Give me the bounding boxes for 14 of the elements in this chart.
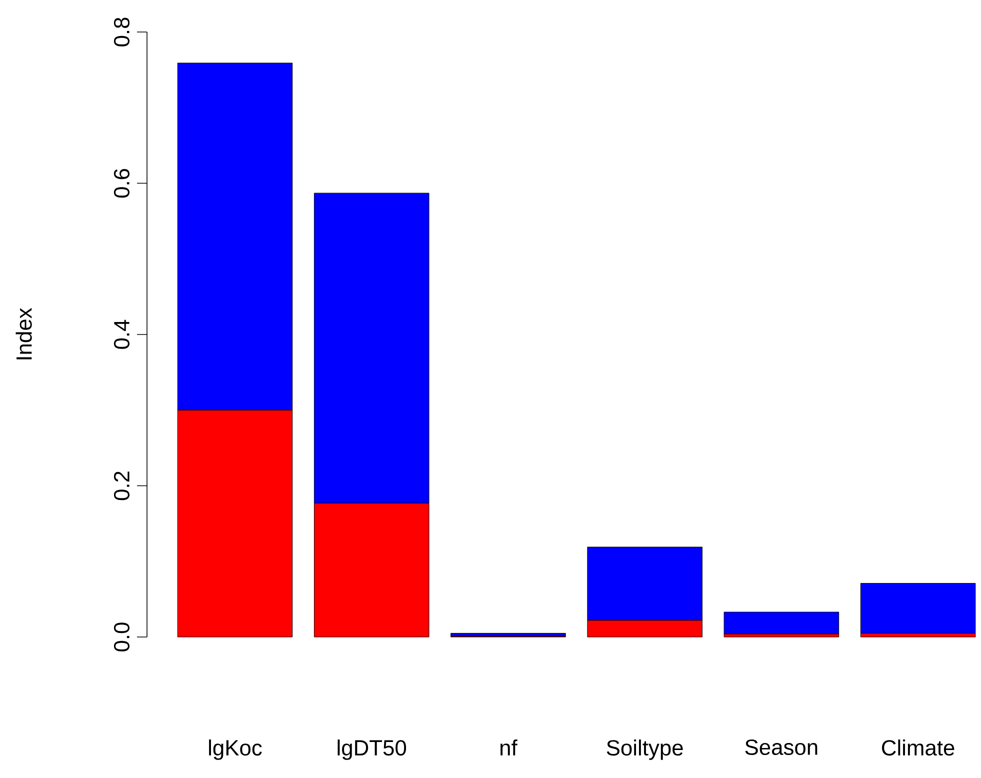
bar [724,612,840,634]
y-tick-label: 0.8 [114,18,130,46]
x-tick-label: Soiltype [606,739,683,760]
x-tick-label: Season [745,739,818,756]
y-tick-label: 0.0 [114,622,130,652]
x-tick-label: lgDT50 [338,739,406,760]
x-tick-label: lgKoc [209,739,262,760]
bar [860,583,976,634]
x-tick-label: nf [500,740,518,756]
y-axis-title: Index [16,308,32,360]
y-tick-label: 0.2 [114,472,130,500]
x-tick-label: Climate [882,739,954,756]
y-tick-label: 0.4 [114,320,130,349]
y-tick-label: 0.6 [114,168,130,198]
